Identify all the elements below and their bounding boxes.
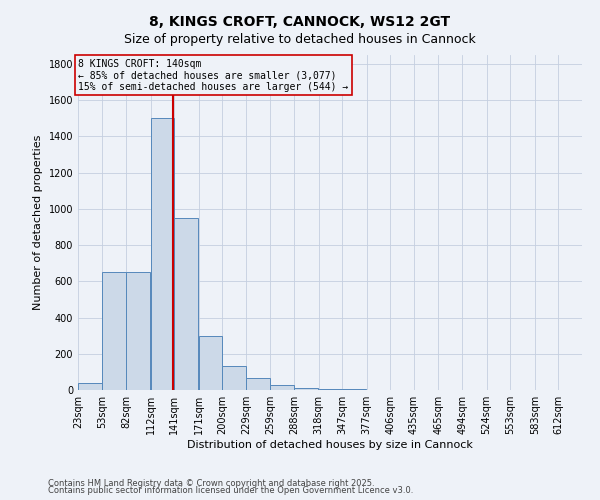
Bar (271, 386, 294, 390)
Text: 8 KINGS CROFT: 140sqm
← 85% of detached houses are smaller (3,077)
15% of semi-d: 8 KINGS CROFT: 140sqm ← 85% of detached … (79, 58, 349, 92)
Text: Size of property relative to detached houses in Cannock: Size of property relative to detached ho… (124, 32, 476, 46)
Text: 8, KINGS CROFT, CANNOCK, WS12 2GT: 8, KINGS CROFT, CANNOCK, WS12 2GT (149, 15, 451, 29)
Bar (151, 118, 174, 390)
Bar (174, 218, 198, 390)
Text: Contains HM Land Registry data © Crown copyright and database right 2025.: Contains HM Land Registry data © Crown c… (48, 478, 374, 488)
Bar (246, 378, 269, 390)
Bar (103, 272, 126, 390)
Y-axis label: Number of detached properties: Number of detached properties (33, 135, 43, 310)
Bar (294, 388, 318, 390)
Bar (78, 383, 101, 390)
X-axis label: Distribution of detached houses by size in Cannock: Distribution of detached houses by size … (187, 440, 473, 450)
Bar (199, 336, 223, 390)
Bar (126, 272, 150, 390)
Bar (319, 389, 342, 390)
Bar (223, 366, 246, 390)
Text: Contains public sector information licensed under the Open Government Licence v3: Contains public sector information licen… (48, 486, 413, 495)
